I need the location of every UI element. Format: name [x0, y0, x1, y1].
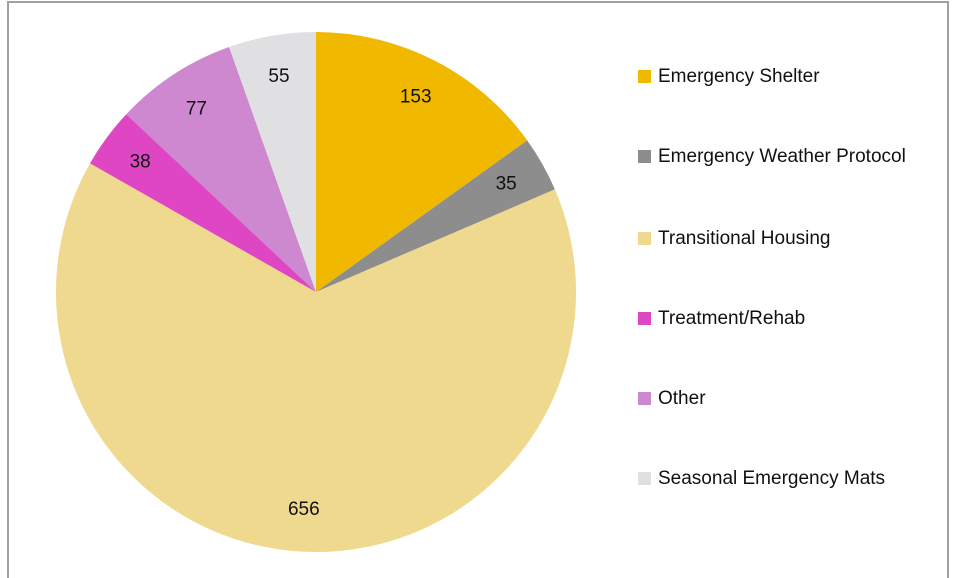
pie-slice	[229, 32, 316, 292]
pie-slice	[55, 163, 577, 553]
legend-swatch	[638, 70, 651, 83]
legend-item: Seasonal Emergency Mats	[638, 464, 918, 494]
legend-item: Treatment/Rehab	[638, 304, 918, 334]
legend-item: Other	[638, 384, 918, 414]
chart-border	[7, 1, 949, 578]
legend-item: Emergency Weather Protocol	[638, 142, 918, 172]
legend-item: Transitional Housing	[638, 224, 918, 254]
legend-swatch	[638, 392, 651, 405]
legend-label: Treatment/Rehab	[658, 308, 806, 329]
legend-swatch	[638, 150, 651, 163]
data-label: 35	[496, 174, 517, 195]
legend-label: Emergency Shelter	[658, 66, 820, 87]
data-label: 55	[268, 66, 289, 87]
legend-label: Transitional Housing	[658, 228, 831, 249]
data-label: 38	[130, 151, 151, 172]
legend-label: Emergency Weather Protocol	[658, 146, 906, 167]
data-label: 656	[288, 499, 320, 520]
pie-slice	[316, 140, 555, 292]
legend-label: Seasonal Emergency Mats	[658, 468, 886, 489]
legend-swatch	[638, 232, 651, 245]
pie-slice	[126, 46, 316, 293]
data-label: 77	[186, 98, 207, 119]
data-label: 153	[400, 87, 432, 108]
legend-item: Emergency Shelter	[638, 62, 918, 92]
pie-slice	[90, 114, 316, 293]
legend-swatch	[638, 312, 651, 325]
legend-swatch	[638, 472, 651, 485]
legend-label: Other	[658, 388, 706, 409]
pie-slice	[316, 32, 528, 292]
